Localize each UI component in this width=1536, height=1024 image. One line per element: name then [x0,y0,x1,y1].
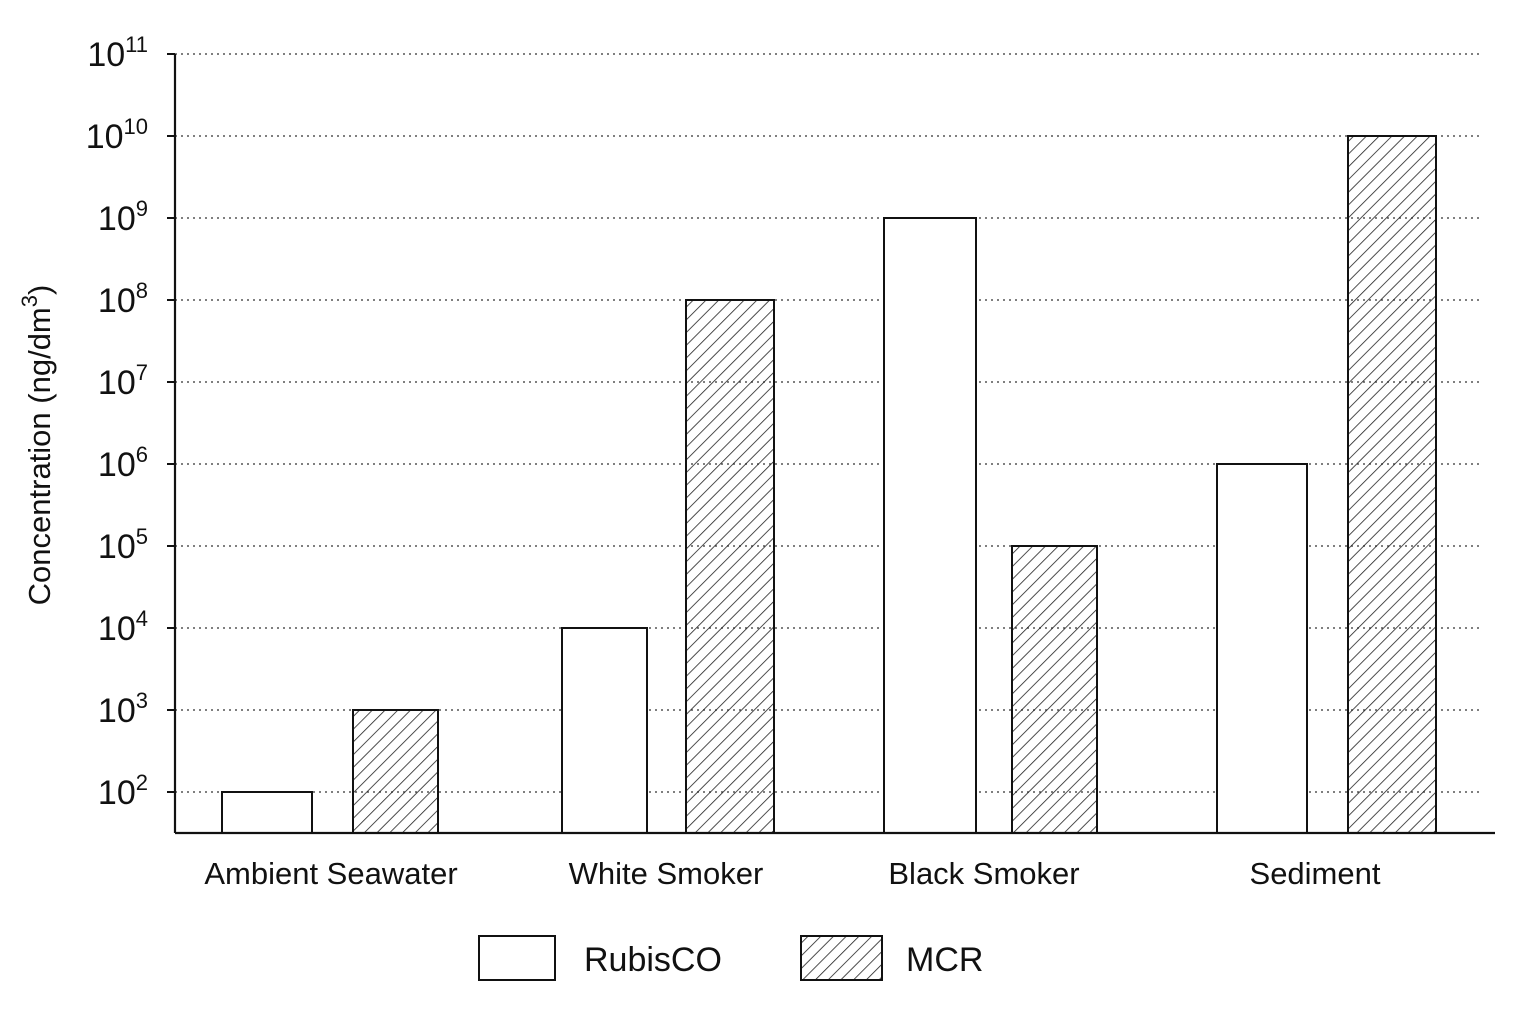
y-tick-label: 106 [98,442,148,484]
x-tick-label: Sediment [1250,856,1381,891]
y-tick-label: 108 [98,278,148,320]
bar-mcr-sediment [1347,135,1437,834]
category-labels: Ambient Seawater White Smoker Black Smoker… [204,856,1381,891]
legend-swatch-mcr [800,935,883,981]
bar-rubisco-ambient-seawater [221,791,313,834]
bar-rubisco-sediment [1216,463,1308,834]
legend: RubisCO MCR [478,935,983,981]
bars [221,135,1437,834]
bar-rubisco-black-smoker [883,217,977,834]
x-tick-label: Black Smoker [888,856,1079,891]
y-tick-label: 107 [98,360,148,402]
y-axis-label: Concentration (ng/dm3) [17,285,57,606]
legend-swatch-rubisco [478,935,556,981]
y-tick-label: 103 [98,688,148,730]
axes [173,54,1495,835]
y-tick-label: 102 [98,770,148,812]
legend-label-rubisco: RubisCO [584,941,722,979]
bar-mcr-black-smoker [1011,545,1098,834]
y-tick-label: 104 [98,606,148,648]
grid-lines [175,53,1483,793]
y-tick-label: 1011 [87,32,148,74]
y-tick-label: 109 [98,196,148,238]
x-tick-label: Ambient Seawater [204,856,457,891]
y-tick-label: 1010 [86,114,148,156]
bar-mcr-ambient-seawater [352,709,439,834]
bar-mcr-white-smoker [685,299,775,834]
x-tick-label: White Smoker [569,856,764,891]
bar-rubisco-white-smoker [561,627,648,834]
y-tick-label: 105 [98,524,148,566]
y-tick-labels: 102 103 104 105 106 107 108 109 1010 1011 [86,32,175,812]
legend-label-mcr: MCR [906,941,983,979]
